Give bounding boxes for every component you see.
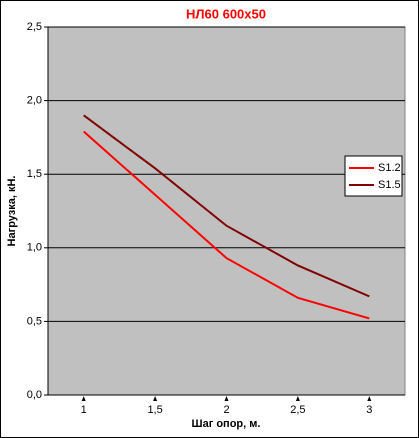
x-tick-label: 1: [81, 404, 87, 416]
x-tick: [153, 396, 158, 401]
series-line: [83, 130, 370, 320]
y-axis-label: Нагрузка, кН.: [6, 176, 18, 247]
x-tick: [295, 396, 300, 401]
x-tick-label: 2: [223, 404, 229, 416]
legend-label: S1.5: [378, 179, 401, 191]
x-axis-label: Шаг опор, м.: [192, 418, 261, 430]
plot-area: [47, 26, 406, 396]
x-tick: [81, 396, 86, 401]
x-tick-label: 2,5: [290, 404, 305, 416]
y-tick-label: 1,5: [27, 168, 42, 180]
x-tick-label: 3: [366, 404, 372, 416]
x-tick-label: 1,5: [147, 404, 162, 416]
chart-title: НЛ60 600х50: [186, 6, 266, 21]
legend-label: S1.2: [378, 162, 401, 174]
y-tick-label: 2,0: [27, 95, 42, 107]
y-tick-label: 1,0: [27, 242, 42, 254]
x-tick: [224, 396, 229, 401]
legend-box: [344, 155, 403, 197]
series-line: [83, 114, 370, 298]
x-tick: [367, 396, 372, 401]
y-tick-label: 0,0: [27, 389, 42, 401]
y-tick-label: 2,5: [27, 21, 42, 33]
y-tick-label: 0,5: [27, 315, 42, 327]
